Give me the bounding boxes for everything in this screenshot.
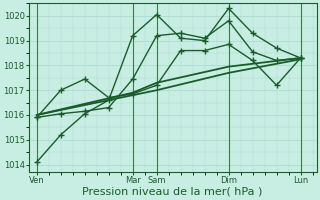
X-axis label: Pression niveau de la mer( hPa ): Pression niveau de la mer( hPa ) (83, 187, 263, 197)
